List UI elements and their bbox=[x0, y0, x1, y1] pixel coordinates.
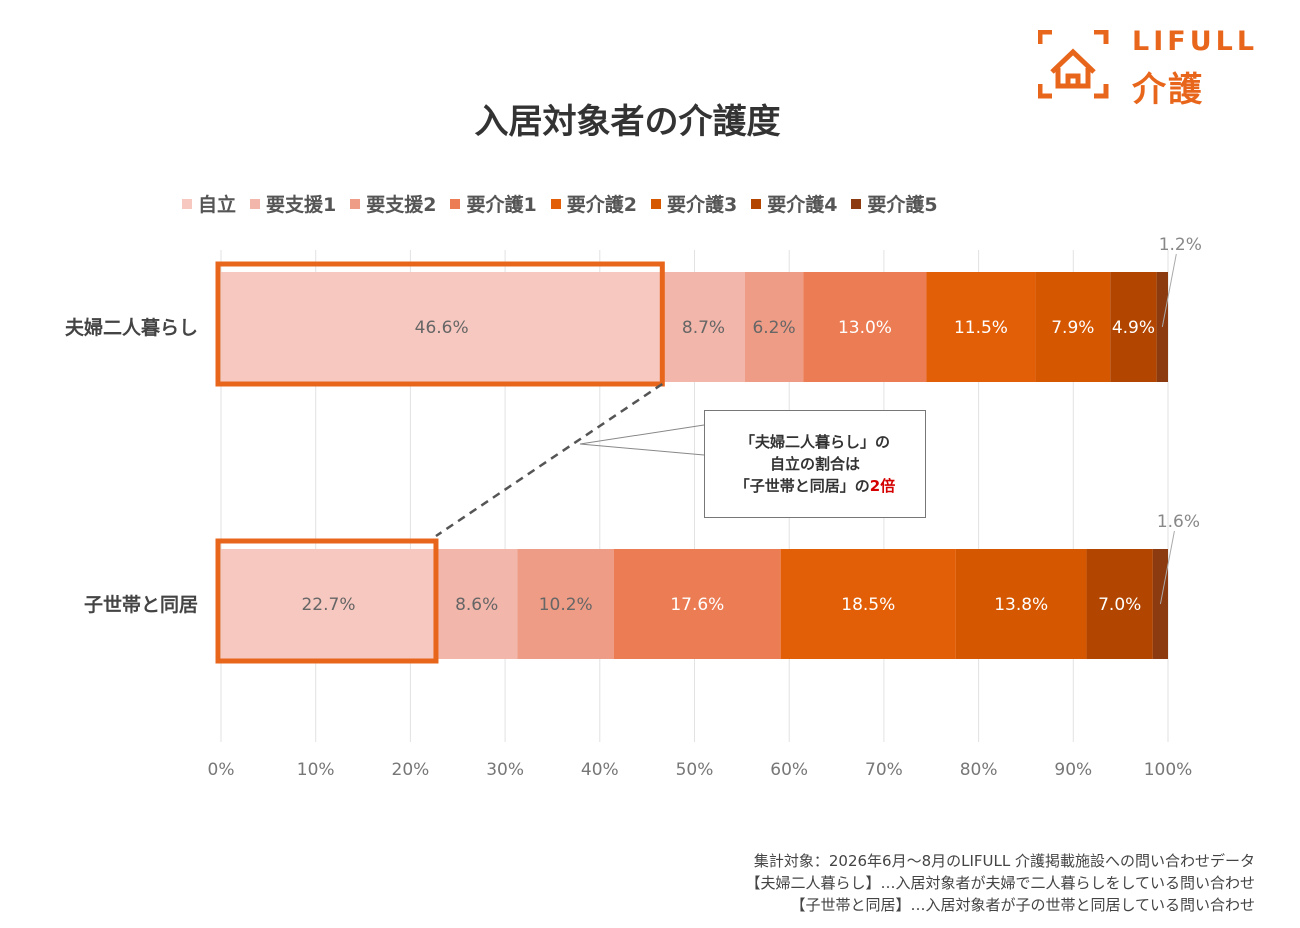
x-tick-label: 0% bbox=[208, 760, 235, 780]
legend-label: 要介護3 bbox=[666, 194, 738, 216]
bar-segment bbox=[517, 549, 615, 659]
leader-line bbox=[1161, 253, 1177, 328]
callout-pointer bbox=[579, 424, 705, 456]
x-tick-label: 100% bbox=[1144, 760, 1193, 780]
bar-segment bbox=[221, 549, 436, 659]
bar-segment bbox=[1086, 549, 1153, 659]
legend-label: 要支援2 bbox=[366, 194, 437, 216]
legend-item: 要介護3 bbox=[650, 190, 738, 217]
leader-line bbox=[1159, 530, 1175, 605]
logo-brand: LIFULL bbox=[1132, 26, 1259, 57]
data-label: 18.5% bbox=[841, 595, 895, 615]
legend-swatch bbox=[851, 198, 862, 209]
dashed-connector bbox=[435, 382, 663, 538]
legend-swatch bbox=[550, 198, 561, 209]
lifull-logo bbox=[1038, 30, 1109, 99]
data-label: 13.8% bbox=[994, 595, 1048, 615]
legend-item: 要支援2 bbox=[350, 190, 436, 217]
legend-label: 要介護2 bbox=[566, 194, 637, 216]
x-tick-label: 90% bbox=[1054, 760, 1092, 780]
data-label: 7.0% bbox=[1098, 595, 1141, 615]
callout-line-1: 「夫婦二人暮らし」の bbox=[739, 433, 890, 451]
callout-line-2: 自立の割合は bbox=[769, 455, 860, 473]
callout-line-3-prefix: 「子世帯と同居」の bbox=[734, 477, 870, 495]
legend-label: 要介護5 bbox=[867, 194, 938, 216]
legend-label: 自立 bbox=[198, 194, 237, 216]
data-label: 7.9% bbox=[1051, 318, 1094, 338]
data-label: 8.7% bbox=[682, 318, 725, 338]
legend-item: 要介護4 bbox=[751, 190, 837, 217]
bar-segment bbox=[614, 549, 781, 659]
legend-swatch bbox=[450, 198, 461, 209]
chart-legend: 自立 要支援1 要支援2 要介護1 要介護2 要介護3 要介護4 要介護5 bbox=[182, 190, 938, 217]
data-label: 46.6% bbox=[415, 318, 469, 338]
bar-segment bbox=[1110, 272, 1157, 382]
bar-segment bbox=[955, 549, 1087, 659]
callout-box: 「夫婦二人暮らし」の 自立の割合は 「子世帯と同居」の2倍 bbox=[704, 410, 926, 518]
x-tick-label: 40% bbox=[581, 760, 619, 780]
legend-label: 要介護1 bbox=[466, 194, 537, 216]
x-tick-label: 80% bbox=[960, 760, 998, 780]
x-tick-label: 60% bbox=[770, 760, 808, 780]
data-label: 1.6% bbox=[1157, 512, 1200, 532]
callout-emphasis: 2倍 bbox=[869, 477, 896, 495]
footnote-2: 【夫婦二人暮らし】…入居対象者が夫婦で二人暮らしをしている問い合わせ bbox=[745, 874, 1255, 892]
legend-swatch bbox=[751, 198, 762, 209]
data-label: 1.2% bbox=[1159, 235, 1202, 255]
data-label: 17.6% bbox=[670, 595, 724, 615]
bar-segment bbox=[662, 272, 745, 382]
bar-segment bbox=[221, 272, 663, 382]
legend-item: 要介護1 bbox=[450, 190, 537, 217]
x-tick-label: 50% bbox=[676, 760, 714, 780]
category-label: 子世帯と同居 bbox=[84, 593, 198, 616]
data-label: 22.7% bbox=[301, 595, 355, 615]
legend-label: 要支援1 bbox=[266, 194, 337, 216]
chart-title: 入居対象者の介護度 bbox=[474, 102, 781, 142]
legend-swatch bbox=[182, 198, 192, 209]
data-label: 4.9% bbox=[1112, 318, 1155, 338]
legend-item: 要介護5 bbox=[851, 190, 938, 217]
legend-swatch bbox=[650, 198, 661, 209]
data-label: 10.2% bbox=[539, 595, 593, 615]
data-label: 8.6% bbox=[455, 595, 498, 615]
data-label: 11.5% bbox=[954, 318, 1008, 338]
legend-swatch bbox=[250, 198, 261, 209]
legend-label: 要介護4 bbox=[767, 194, 838, 216]
callout-line-3: 「子世帯と同居」の2倍 bbox=[735, 475, 895, 497]
logo-sub: 介護 bbox=[1132, 70, 1204, 110]
house-bracket-icon bbox=[1038, 30, 1109, 99]
bar-segment bbox=[744, 272, 804, 382]
data-label: 13.0% bbox=[838, 318, 892, 338]
data-label: 6.2% bbox=[752, 318, 795, 338]
legend-item: 自立 bbox=[182, 190, 236, 217]
category-label: 夫婦二人暮らし bbox=[65, 316, 198, 339]
bar-segment bbox=[1035, 272, 1111, 382]
x-tick-label: 30% bbox=[486, 760, 524, 780]
legend-swatch bbox=[350, 198, 361, 209]
legend-item: 要支援1 bbox=[250, 190, 336, 217]
x-tick-label: 20% bbox=[392, 760, 430, 780]
x-tick-label: 70% bbox=[865, 760, 903, 780]
highlight-box bbox=[215, 261, 665, 387]
footnote-3: 【子世帯と同居】…入居対象者が子の世帯と同居している問い合わせ bbox=[790, 896, 1255, 914]
footnote-1: 集計対象：2026年6月～8月のLIFULL 介護掲載施設への問い合わせデータ bbox=[753, 852, 1255, 870]
bar-segment bbox=[435, 549, 518, 659]
legend-item: 要介護2 bbox=[550, 190, 637, 217]
bar-segment bbox=[926, 272, 1036, 382]
highlight-box bbox=[215, 538, 439, 664]
bar-segment bbox=[780, 549, 956, 659]
bar-segment bbox=[803, 272, 927, 382]
x-tick-label: 10% bbox=[297, 760, 335, 780]
footnotes: 集計対象：2026年6月～8月のLIFULL 介護掲載施設への問い合わせデータ … bbox=[745, 850, 1255, 916]
